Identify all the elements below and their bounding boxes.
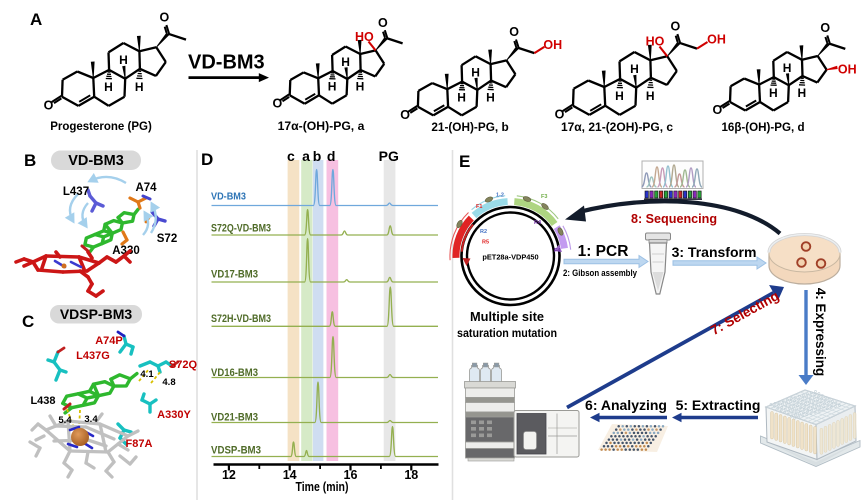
svg-text:L437G: L437G [76, 350, 110, 362]
svg-text:21-(OH)-PG, b: 21-(OH)-PG, b [431, 120, 508, 134]
svg-text:O: O [378, 16, 388, 30]
svg-text:H: H [769, 86, 778, 100]
svg-text:Time (min): Time (min) [296, 480, 349, 494]
svg-text:H: H [486, 91, 495, 105]
svg-text:14: 14 [283, 468, 297, 482]
svg-text:D: D [201, 150, 213, 169]
svg-text:R5: R5 [482, 240, 489, 246]
svg-text:OH: OH [838, 62, 857, 76]
svg-text:H: H [797, 86, 806, 100]
svg-text:4: Expressing: 4: Expressing [813, 288, 828, 377]
svg-text:H: H [135, 80, 144, 94]
svg-text:HO: HO [646, 35, 665, 49]
svg-text:17α-(OH)-PG, a: 17α-(OH)-PG, a [278, 119, 365, 133]
svg-text:L438: L438 [30, 395, 55, 407]
svg-text:H: H [457, 91, 466, 105]
svg-text:A330: A330 [112, 245, 140, 257]
svg-text:S72: S72 [157, 233, 177, 245]
svg-text:2: Gibson assembly: 2: Gibson assembly [563, 268, 637, 278]
svg-text:HO: HO [355, 30, 374, 44]
svg-text:L437: L437 [63, 186, 89, 198]
svg-text:R2: R2 [480, 229, 487, 235]
svg-text:H: H [630, 62, 639, 76]
svg-text:H: H [104, 80, 113, 94]
svg-text:F3: F3 [541, 194, 547, 200]
svg-text:1-2: 1-2 [496, 193, 504, 199]
svg-text:OH: OH [543, 38, 562, 52]
svg-text:O: O [820, 21, 830, 35]
svg-text:O: O [555, 108, 565, 122]
svg-text:16β-(OH)-PG, d: 16β-(OH)-PG, d [721, 121, 804, 134]
svg-text:H: H [615, 89, 624, 103]
svg-text:H: H [471, 66, 480, 80]
svg-text:A74: A74 [135, 182, 157, 194]
svg-text:8: Sequencing: 8: Sequencing [631, 212, 717, 226]
svg-text:A74P: A74P [95, 335, 123, 347]
svg-text:a: a [302, 148, 310, 164]
svg-text:4.8: 4.8 [162, 377, 175, 388]
svg-text:VD21-BM3: VD21-BM3 [211, 412, 258, 424]
svg-text:VDSP-BM3: VDSP-BM3 [60, 306, 133, 322]
svg-text:O: O [273, 96, 283, 110]
svg-text:F4: F4 [554, 248, 561, 254]
svg-text:E: E [459, 152, 470, 171]
svg-text:R4: R4 [534, 220, 542, 226]
svg-text:6: Analyzing: 6: Analyzing [585, 397, 667, 413]
svg-text:VD-BM3: VD-BM3 [211, 191, 246, 203]
svg-text:B: B [24, 151, 36, 170]
svg-text:H: H [646, 89, 655, 103]
svg-text:3: Transform: 3: Transform [672, 244, 757, 260]
svg-text:A: A [30, 10, 42, 29]
svg-text:S72H-VD-BM3: S72H-VD-BM3 [211, 313, 271, 325]
svg-text:S72Q: S72Q [169, 359, 198, 371]
svg-text:H: H [356, 80, 365, 94]
svg-text:Progesterone (PG): Progesterone (PG) [50, 121, 152, 133]
svg-text:1: PCR: 1: PCR [578, 243, 629, 260]
svg-text:b: b [313, 148, 322, 164]
svg-text:c: c [287, 148, 295, 164]
svg-text:O: O [400, 108, 410, 122]
svg-text:5.4: 5.4 [58, 415, 72, 426]
svg-text:O: O [713, 103, 723, 117]
svg-text:16: 16 [344, 468, 358, 482]
svg-text:F1: F1 [476, 204, 482, 210]
svg-text:H: H [783, 61, 792, 75]
svg-text:VDSP-BM3: VDSP-BM3 [211, 445, 261, 457]
svg-text:17α, 21-(2OH)-PG, c: 17α, 21-(2OH)-PG, c [561, 120, 673, 134]
svg-text:5: Extracting: 5: Extracting [676, 397, 761, 413]
svg-text:4.1: 4.1 [140, 369, 154, 380]
svg-text:H: H [328, 80, 337, 94]
svg-text:O: O [671, 19, 681, 33]
svg-text:saturation mutation: saturation mutation [457, 326, 557, 340]
svg-text:VD-BM3: VD-BM3 [68, 153, 124, 169]
svg-text:18: 18 [404, 468, 418, 482]
svg-text:3.4: 3.4 [84, 414, 98, 425]
svg-text:C: C [22, 312, 34, 331]
svg-text:12: 12 [222, 468, 236, 482]
svg-text:PG: PG [379, 148, 399, 164]
svg-text:S72Q-VD-BM3: S72Q-VD-BM3 [211, 223, 271, 235]
svg-text:A330Y: A330Y [157, 409, 191, 421]
svg-text:F87A: F87A [126, 438, 153, 450]
svg-text:VD-BM3: VD-BM3 [188, 52, 265, 74]
svg-text:H: H [341, 55, 350, 69]
svg-text:O: O [509, 25, 519, 39]
svg-text:OH: OH [707, 33, 726, 47]
svg-text:Multiple site: Multiple site [470, 309, 544, 324]
svg-text:O: O [160, 10, 170, 24]
svg-text:pET28a-VDP450: pET28a-VDP450 [482, 253, 538, 262]
svg-text:VD16-BM3: VD16-BM3 [211, 367, 258, 379]
svg-text:H: H [119, 53, 128, 67]
svg-text:VD17-BM3: VD17-BM3 [211, 269, 258, 281]
svg-text:O: O [44, 99, 54, 113]
svg-text:d: d [327, 148, 336, 164]
